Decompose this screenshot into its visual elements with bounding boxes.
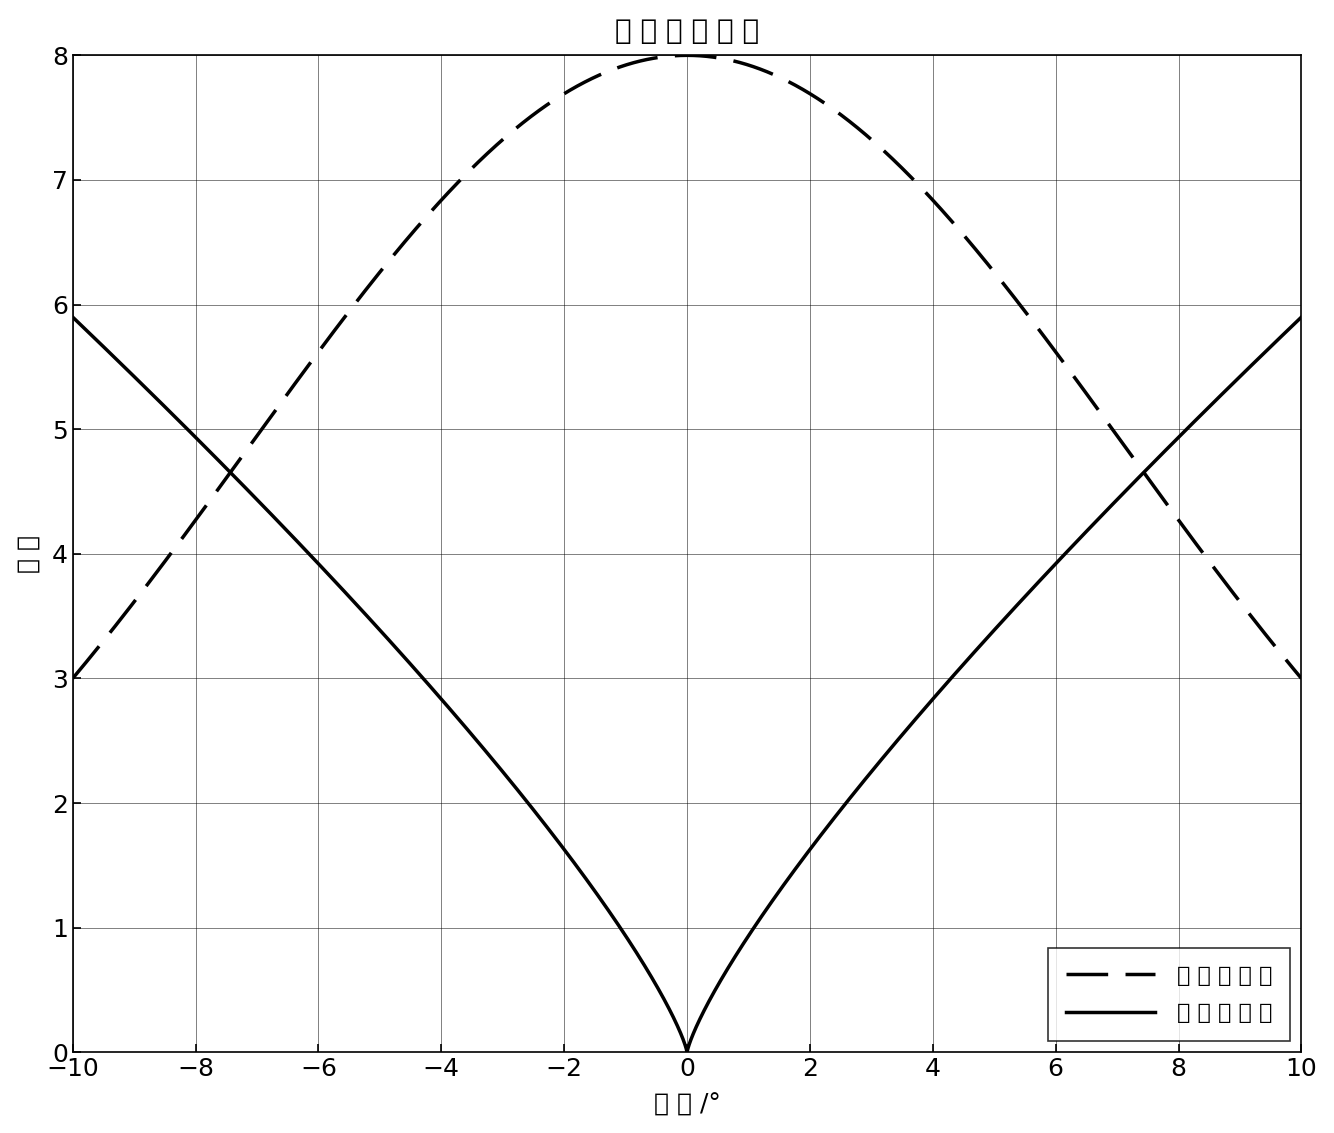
差 波 束 曲 线: [982, 628, 998, 641]
和 波 束 曲 线: [64, 672, 80, 685]
差 波 束 曲 线: [1075, 528, 1091, 542]
Y-axis label: 幅 度: 幅 度: [16, 535, 40, 573]
和 波 束 曲 线: [982, 259, 998, 273]
差 波 束 曲 线: [288, 534, 304, 547]
差 波 束 曲 线: [1294, 310, 1310, 324]
和 波 束 曲 线: [1294, 672, 1310, 685]
和 波 束 曲 线: [534, 102, 550, 116]
和 波 束 曲 线: [1075, 382, 1091, 395]
和 波 束 曲 线: [679, 49, 695, 62]
和 波 束 曲 线: [288, 376, 304, 390]
差 波 束 曲 线: [802, 843, 818, 857]
Line: 差 波 束 曲 线: 差 波 束 曲 线: [72, 317, 1302, 1051]
Legend: 和 波 束 曲 线, 差 波 束 曲 线: 和 波 束 曲 线, 差 波 束 曲 线: [1049, 948, 1290, 1041]
差 波 束 曲 线: [64, 310, 80, 324]
Title: 和 差 波 束 曲 线: 和 差 波 束 曲 线: [615, 17, 759, 44]
和 波 束 曲 线: [864, 134, 880, 147]
差 波 束 曲 线: [864, 764, 880, 777]
和 波 束 曲 线: [802, 87, 818, 101]
差 波 束 曲 线: [534, 813, 550, 827]
差 波 束 曲 线: [679, 1045, 695, 1058]
Line: 和 波 束 曲 线: 和 波 束 曲 线: [72, 56, 1302, 679]
X-axis label: 角 度 /°: 角 度 /°: [654, 1092, 720, 1116]
